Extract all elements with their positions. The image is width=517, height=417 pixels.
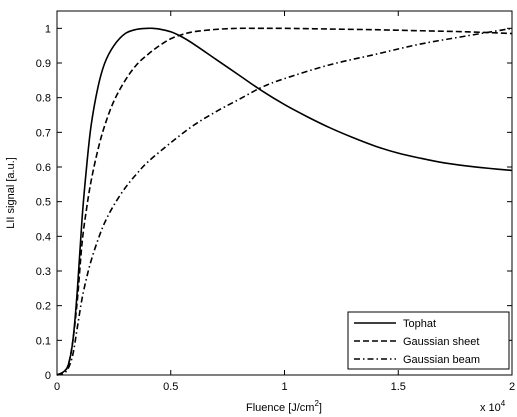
legend: Tophat Gaussian sheet Gaussian beam xyxy=(347,311,510,370)
y-tick-label: 0.1 xyxy=(36,335,51,347)
y-tick-label: 0.2 xyxy=(36,301,51,313)
series-lines xyxy=(56,27,513,376)
y-tick-label: 0.5 xyxy=(36,197,51,209)
x-tick-label: 0 xyxy=(54,381,60,393)
x-tick-label: 2 xyxy=(509,381,515,393)
x-axis-label: Fluence [J/cm2] xyxy=(246,399,322,414)
y-tick-label: 0.9 xyxy=(36,58,51,70)
series-line-2 xyxy=(56,27,513,376)
x-axis-multiplier: x 104 xyxy=(480,399,506,414)
x-axis-multiplier-base: x 10 xyxy=(480,402,501,414)
x-tick-label: 0.5 xyxy=(163,381,178,393)
legend-label-3: Gaussian beam xyxy=(403,354,480,366)
y-tick-label: 0.6 xyxy=(36,162,51,174)
x-tick-label: 1 xyxy=(281,381,287,393)
y-tick-label: 0.8 xyxy=(36,93,51,105)
x-axis-label-end: ] xyxy=(319,402,322,414)
y-tick-label: 0.4 xyxy=(36,231,51,243)
x-axis-label-base: Fluence [J/cm xyxy=(246,402,314,414)
tick-group xyxy=(56,11,513,376)
x-tick-label: 1.5 xyxy=(391,381,406,393)
y-tick-label: 0.3 xyxy=(36,266,51,278)
y-tick-label: 1 xyxy=(45,23,51,35)
y-axis-label: LII signal [a.u.] xyxy=(5,157,17,229)
x-axis-multiplier-exponent: 4 xyxy=(501,399,506,408)
x-axis-label-superscript: 2 xyxy=(314,399,319,408)
y-tick-labels: 0 0.1 0.2 0.3 0.4 0.5 0.6 0.7 0.8 0.9 1 xyxy=(36,23,51,382)
x-tick-labels: 0 0.5 1 1.5 2 xyxy=(54,381,515,393)
legend-label-2: Gaussian sheet xyxy=(403,336,479,348)
series-line-1 xyxy=(56,27,513,376)
legend-label-1: Tophat xyxy=(403,318,436,330)
series-line-3 xyxy=(56,27,513,376)
y-tick-label: 0 xyxy=(45,370,51,382)
y-tick-label: 0.7 xyxy=(36,127,51,139)
